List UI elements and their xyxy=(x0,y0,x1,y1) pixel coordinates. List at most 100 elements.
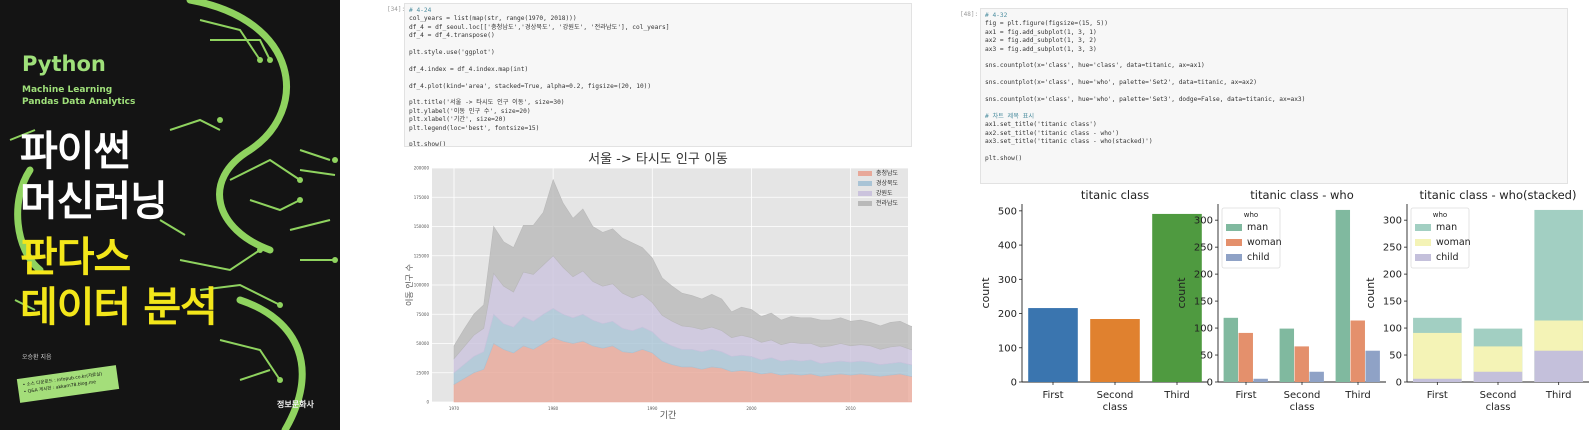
code-line: df_4.plot(kind='area', stacked=True, alp… xyxy=(409,82,652,90)
bar xyxy=(1279,328,1295,382)
y-tick-label: 500 xyxy=(998,206,1017,217)
y-axis-label: count xyxy=(982,277,992,309)
legend-swatch xyxy=(1415,254,1431,261)
bar xyxy=(1534,350,1583,382)
code-line: ax1 = fig.add_subplot(1, 3, 1) xyxy=(985,28,1097,36)
y-tick-label: 0 xyxy=(1207,378,1213,389)
code-line: plt.show() xyxy=(409,141,447,147)
code-line xyxy=(409,41,907,49)
y-tick-label: 300 xyxy=(1194,216,1213,227)
countplot-class-who-stacked: titanic class - who(stacked) 0 50 100 150 200… xyxy=(1364,188,1589,413)
legend-swatch xyxy=(1415,224,1431,231)
cover-subtitle-line: Pandas Data Analytics xyxy=(22,97,136,107)
code-line: plt.xlabel('기간', size=20) xyxy=(409,116,507,124)
cover-title-line: 파이썬 xyxy=(20,127,131,175)
y-tick-label: 75000 xyxy=(416,312,429,317)
area-series xyxy=(453,178,912,360)
y-tick-label: 100000 xyxy=(414,283,430,288)
bar xyxy=(1294,346,1309,382)
y-tick-label: 25000 xyxy=(416,370,429,375)
legend-box xyxy=(1410,207,1470,269)
legend-swatch xyxy=(1415,239,1431,246)
code-line: ax1.set_title('titanic class') xyxy=(985,121,1097,129)
bar xyxy=(1090,319,1140,382)
y-tick-label: 400 xyxy=(998,241,1017,252)
code-line: # 차트 제목 표시 xyxy=(985,112,1035,120)
legend-title: who xyxy=(1433,211,1447,219)
bar xyxy=(1238,332,1253,382)
y-tick-label: 125000 xyxy=(414,253,430,258)
code-cell[interactable]: # 4-32 fig = plt.figure(figsize=(15, 5)) a… xyxy=(980,8,1568,184)
code-line: ax2 = fig.add_subplot(1, 3, 2) xyxy=(985,37,1097,45)
code-line: # 4-32 xyxy=(985,12,1008,19)
code-line: ax3 = fig.add_subplot(1, 3, 3) xyxy=(985,45,1097,53)
y-tick-label: 50000 xyxy=(416,341,429,346)
x-axis-label: class xyxy=(1486,402,1511,413)
cover-title-line: 판다스 xyxy=(20,233,131,281)
y-tick-label: 150 xyxy=(1383,297,1402,308)
code-line: sns.countplot(x='class', hue='who', pale… xyxy=(985,96,1306,104)
bar xyxy=(1350,320,1365,382)
cell-prompt: [48]: xyxy=(960,11,979,18)
code-cell[interactable]: # 4-24 col_years = list(map(str, range(19… xyxy=(404,3,912,147)
y-tick-label: 100 xyxy=(1194,324,1213,335)
legend-swatch xyxy=(1226,254,1242,261)
code-line xyxy=(985,88,1563,96)
code-line: df_4.index = df_4.index.map(int) xyxy=(409,65,529,73)
code-line: sns.countplot(x='class', hue='who', pale… xyxy=(985,79,1257,87)
legend-label: 전라남도 xyxy=(876,199,899,207)
x-axis-label: class xyxy=(1290,402,1315,413)
y-tick-label: 100 xyxy=(998,343,1017,354)
x-tick-label: 1980 xyxy=(548,406,559,411)
code-line: # 4-24 xyxy=(409,7,432,14)
x-tick-label: Third xyxy=(1545,390,1572,401)
circuit-pattern xyxy=(9,0,338,430)
code-line: col_years = list(map(str, range(1970, 20… xyxy=(409,15,577,23)
x-axis-label: class xyxy=(1103,402,1128,413)
cell-prompt: [34]: xyxy=(387,6,406,13)
code-line xyxy=(985,71,1563,79)
cover-publisher: 정보문화사 xyxy=(277,400,314,409)
x-tick-label: 1990 xyxy=(647,406,658,411)
legend-swatch xyxy=(858,191,872,196)
bar xyxy=(1028,308,1078,382)
cover-author: 오승환 지음 xyxy=(22,354,52,361)
y-tick-label: 200 xyxy=(1383,270,1402,281)
bar xyxy=(1309,371,1324,382)
code-line: sns.countplot(x='class', hue='class', da… xyxy=(985,62,1205,70)
y-tick-label: 300 xyxy=(998,275,1017,286)
legend-label: man xyxy=(1247,222,1268,233)
bar xyxy=(1413,378,1462,382)
y-tick-label: 0 xyxy=(426,400,429,405)
y-tick-label: 50 xyxy=(1200,351,1213,362)
bar xyxy=(1473,371,1523,382)
y-tick-label: 0 xyxy=(1396,378,1402,389)
x-tick-label: Third xyxy=(1344,390,1371,401)
legend-swatch xyxy=(858,171,872,176)
y-axis-label: 이동 인구 수 xyxy=(404,264,414,306)
bar xyxy=(1223,317,1239,382)
y-tick-label: 150000 xyxy=(414,224,430,229)
bar xyxy=(1152,213,1202,382)
bar xyxy=(1413,332,1462,382)
code-line: plt.show() xyxy=(985,154,1023,162)
code-line: plt.title('서울 -> 타시도 인구 이동', size=30) xyxy=(409,99,565,107)
book-cover: Python Machine Learning Pandas Data Anal… xyxy=(0,0,340,430)
code-line: df_4 = df_seoul.loc[['충청남도','경상북도', '강원도… xyxy=(409,23,670,31)
y-tick-label: 0 xyxy=(1011,378,1017,389)
y-tick-label: 175000 xyxy=(414,195,430,200)
code-line: ax3.set_title('titanic class - who(stack… xyxy=(985,138,1153,146)
code-line xyxy=(409,74,907,82)
x-axis-label: 기간 xyxy=(660,410,677,421)
y-tick-label: 100 xyxy=(1383,324,1402,335)
x-tick-label: 2000 xyxy=(746,406,757,411)
bar xyxy=(1365,350,1380,382)
x-tick-label: Third xyxy=(1163,390,1190,401)
chart-title: 서울 -> 타시도 인구 이동 xyxy=(588,152,728,167)
x-tick-label: Second xyxy=(1097,390,1134,401)
y-tick-label: 50 xyxy=(1389,351,1402,362)
x-tick-label: 1970 xyxy=(449,406,460,411)
cover-subtitle: Machine Learning Pandas Data Analytics xyxy=(22,84,135,108)
cover-title-line: 데이터 분석 xyxy=(20,283,218,331)
y-tick-label: 300 xyxy=(1383,216,1402,227)
